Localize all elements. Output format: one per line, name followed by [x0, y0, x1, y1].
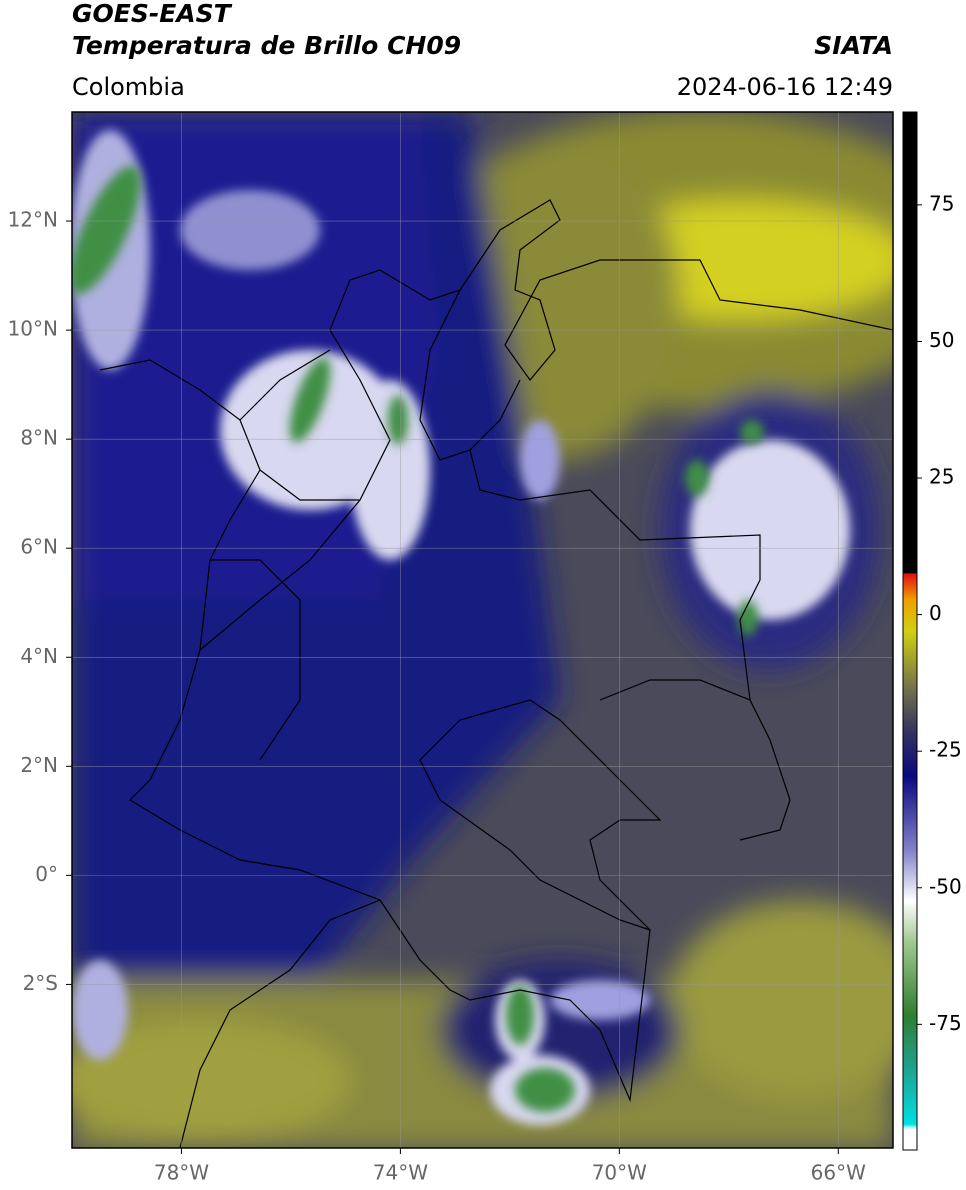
y-tick-label: 0° — [35, 862, 58, 886]
colorbar-tick-label: 50 — [929, 328, 954, 352]
colorbar — [902, 111, 918, 1151]
y-tick-label: 2°N — [20, 753, 58, 777]
x-tick-label: 74°W — [373, 1161, 428, 1185]
x-tick-label: 78°W — [154, 1161, 209, 1185]
x-tick-label: 70°W — [592, 1161, 647, 1185]
grid — [72, 112, 893, 1148]
colorbar-tick-label: 75 — [929, 191, 954, 215]
y-tick-label: 12°N — [8, 208, 58, 232]
y-tick-label: 2°S — [23, 971, 58, 995]
satellite-image — [72, 112, 893, 1148]
x-tick-label: 66°W — [811, 1161, 866, 1185]
source: SIATA — [814, 31, 893, 60]
y-tick-label: 6°N — [20, 535, 58, 559]
y-tick-label: 4°N — [20, 644, 58, 668]
datetime: 2024-06-16 12:49 — [677, 73, 893, 101]
title: GOES-EAST — [72, 0, 233, 28]
subtitle: Temperatura de Brillo CH09 — [72, 31, 461, 60]
colorbar-tick-label: -25 — [929, 738, 962, 762]
y-tick-label: 8°N — [20, 426, 58, 450]
colorbar-tick-label: 25 — [929, 465, 954, 489]
map-frame — [71, 111, 894, 1149]
colorbar-tick-label: -75 — [929, 1011, 962, 1035]
y-tick-label: 10°N — [8, 317, 58, 341]
colorbar-tick-label: -50 — [929, 874, 962, 898]
borders — [99, 199, 893, 1148]
colorbar-tick-label: 0 — [929, 601, 942, 625]
region: Colombia — [72, 73, 185, 101]
